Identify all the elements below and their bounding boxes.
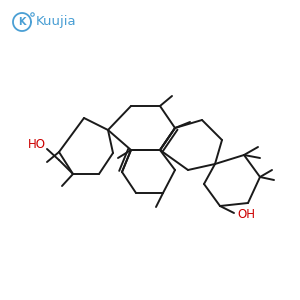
Text: OH: OH xyxy=(237,208,255,221)
Text: Kuujia: Kuujia xyxy=(36,16,76,28)
Text: K: K xyxy=(18,17,26,27)
Text: HO: HO xyxy=(28,139,46,152)
